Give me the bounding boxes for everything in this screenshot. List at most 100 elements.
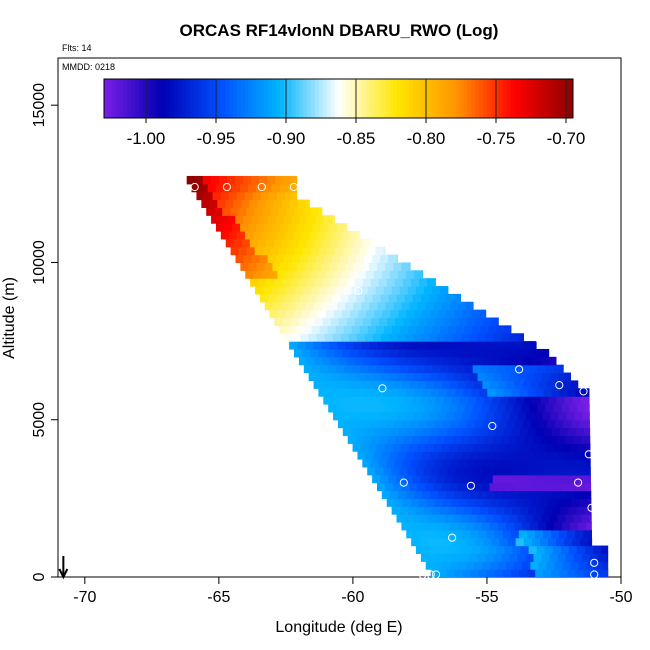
- heatmap-cell: [485, 372, 495, 382]
- heatmap-cell: [371, 435, 381, 444]
- heatmap-cell: [366, 427, 376, 437]
- heatmap-cell: [329, 341, 339, 350]
- heatmap-cell: [537, 364, 546, 374]
- heatmap-cell: [447, 466, 457, 476]
- heatmap-cell: [499, 498, 508, 507]
- heatmap-cell: [557, 474, 566, 484]
- heatmap-cell: [441, 341, 451, 350]
- heatmap-cell: [291, 254, 301, 264]
- heatmap-cell: [394, 498, 404, 507]
- heatmap-cell: [568, 506, 578, 515]
- heatmap-cell: [466, 380, 475, 389]
- heatmap-cell: [445, 451, 455, 460]
- heatmap-cell: [483, 537, 493, 547]
- heatmap-cell: [449, 482, 459, 492]
- heatmap-cell: [535, 388, 545, 397]
- heatmap-cell: [406, 388, 416, 397]
- heatmap-cell: [293, 231, 302, 240]
- heatmap-cell: [257, 238, 267, 248]
- heatmap-cell: [517, 333, 525, 342]
- heatmap-cell: [222, 207, 231, 216]
- heatmap-cell: [409, 482, 418, 492]
- colorbar-segment: [444, 79, 449, 118]
- heatmap-cell: [313, 380, 323, 389]
- heatmap-cell: [426, 498, 436, 507]
- heatmap-cell: [338, 238, 347, 248]
- heatmap-cell: [415, 286, 425, 295]
- heatmap-cell: [484, 474, 494, 484]
- heatmap-cell: [488, 364, 498, 374]
- heatmap-cell: [332, 293, 341, 303]
- heatmap-cell: [428, 553, 438, 562]
- x-axis-label: Longitude (deg E): [275, 619, 402, 636]
- heatmap-cell: [455, 506, 465, 515]
- colorbar-tick-label: -1.00: [127, 129, 166, 148]
- heatmap-cell: [535, 348, 544, 358]
- heatmap-cell: [424, 404, 434, 413]
- heatmap-cell: [547, 537, 557, 547]
- heatmap-cells: [186, 175, 609, 577]
- heatmap-cell: [513, 521, 523, 531]
- heatmap-cell: [544, 506, 554, 515]
- heatmap-cell: [458, 341, 467, 350]
- heatmap-cell: [288, 223, 297, 232]
- heatmap-cell: [445, 553, 454, 562]
- heatmap-cell: [305, 341, 314, 350]
- heatmap-cell: [235, 215, 244, 224]
- heatmap-cell: [336, 404, 345, 413]
- heatmap-cell: [401, 262, 410, 271]
- heatmap-cell: [530, 521, 539, 531]
- heatmap-cell: [243, 215, 252, 224]
- colorbar-segment: [322, 79, 328, 118]
- heatmap-cell: [319, 325, 329, 334]
- heatmap-cell: [440, 364, 450, 374]
- heatmap-cell: [454, 309, 464, 319]
- heatmap-cell: [462, 529, 472, 539]
- heatmap-cell: [309, 309, 319, 319]
- sample-point: [579, 387, 588, 396]
- colorbar-segment: [338, 79, 343, 118]
- heatmap-cell: [458, 380, 467, 389]
- heatmap-cell: [327, 286, 337, 295]
- heatmap-cell: [519, 427, 529, 437]
- heatmap-cell: [463, 466, 473, 476]
- heatmap-cell: [428, 293, 438, 303]
- heatmap-cell: [233, 238, 243, 248]
- heatmap-cell: [386, 498, 396, 507]
- heatmap-cell: [274, 317, 284, 326]
- sample-point: [257, 182, 266, 192]
- heatmap-cell: [322, 317, 332, 326]
- heatmap-cell: [567, 388, 577, 397]
- heatmap-cell: [581, 474, 590, 484]
- heatmap-cell: [456, 545, 465, 555]
- arrow-head: [58, 568, 69, 580]
- heatmap-cell: [341, 411, 350, 421]
- heatmap-cell: [476, 435, 486, 444]
- heatmap-cell: [419, 317, 428, 326]
- heatmap-cell: [512, 506, 521, 515]
- colorbar-segment: [279, 79, 285, 118]
- heatmap-cell: [488, 506, 497, 515]
- heatmap-cell: [400, 404, 410, 413]
- heatmap-cell: [508, 435, 518, 444]
- heatmap-cell: [292, 293, 301, 303]
- heatmap-cell: [495, 388, 505, 397]
- colorbar-segment: [221, 79, 226, 118]
- heatmap-cell: [471, 466, 481, 476]
- heatmap-cell: [569, 443, 579, 452]
- heatmap-cell: [385, 482, 394, 492]
- heatmap-cell: [482, 419, 492, 429]
- heatmap-cell: [465, 443, 474, 452]
- colorbar-segment: [565, 79, 570, 118]
- heatmap-cell: [392, 404, 402, 413]
- heatmap-cell: [481, 443, 490, 452]
- heatmap-cell: [453, 553, 462, 562]
- heatmap-cell: [466, 341, 475, 350]
- heatmap-cell: [563, 459, 573, 468]
- heatmap-cell: [536, 545, 546, 555]
- heatmap-cell: [473, 521, 483, 531]
- heatmap-cell: [353, 341, 363, 350]
- heatmap-cell: [523, 537, 533, 547]
- heatmap-cell: [506, 341, 515, 350]
- heatmap-cell: [383, 325, 393, 334]
